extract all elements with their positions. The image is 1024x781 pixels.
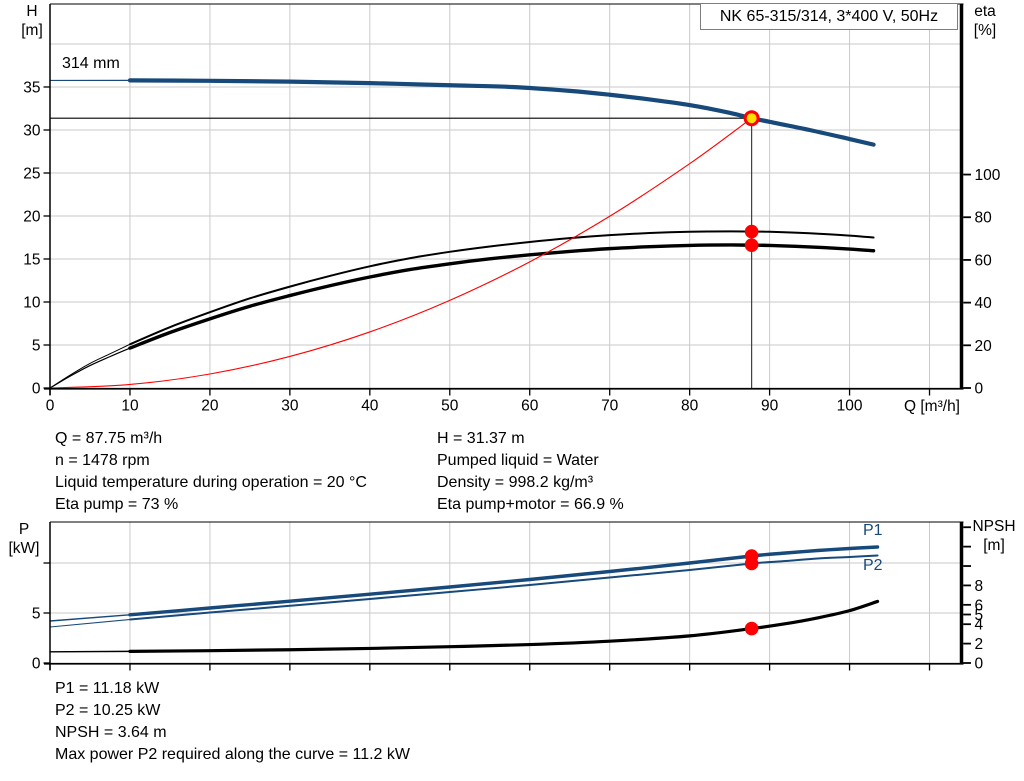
x-tick-label: 90	[761, 398, 779, 415]
x-tick-label: 0	[46, 398, 55, 415]
h-axis-title-line1: H	[26, 3, 38, 20]
left-tick-label: 25	[23, 165, 40, 182]
left-tick-label: 20	[23, 208, 41, 225]
h-axis-title: H [m]	[14, 2, 50, 40]
h-q-curve-314mm	[127, 78, 876, 147]
x-tick-label: 100	[837, 398, 863, 415]
duty-info-right: H = 31.37 m Pumped liquid = Water Densit…	[437, 428, 624, 516]
x-tick-label: 60	[521, 398, 539, 415]
eta-pump	[128, 230, 875, 346]
impeller-diameter-label: 314 mm	[62, 55, 120, 72]
eta-pump-motor-duty-marker	[744, 238, 759, 253]
x-tick-label: 30	[281, 398, 299, 415]
right-tick-label: 80	[975, 210, 993, 227]
npsh-axis-title-line1: NPSH	[972, 518, 1016, 535]
info-max-p2: Max power P2 required along the curve = …	[55, 746, 410, 763]
pump-title: NK 65-315/314, 3*400 V, 50Hz	[719, 8, 939, 25]
npsh-curve-duty-marker	[744, 621, 759, 636]
left-tick-label: 30	[23, 122, 41, 139]
q-axis-unit: Q [m³/h]	[904, 398, 960, 415]
eta-pump-motor-thin	[49, 347, 131, 389]
x-tick-label: 10	[121, 398, 139, 415]
info-n: n = 1478 rpm	[55, 452, 150, 469]
right-tick-label: 0	[975, 656, 984, 673]
p1-curve-thin	[49, 614, 131, 622]
left-tick-label: 0	[32, 381, 41, 398]
eta-pump-thin	[49, 343, 131, 389]
info-h: H = 31.37 m	[437, 430, 525, 447]
right-tick-label: 20	[975, 338, 993, 355]
eta-pump-duty-marker	[744, 224, 759, 239]
left-tick-label: 5	[32, 337, 41, 354]
info-liquid-temp: Liquid temperature during operation = 20…	[55, 474, 367, 491]
info-eta-pump: Eta pump = 73 %	[55, 496, 179, 513]
x-tick-label: 50	[441, 398, 459, 415]
right-tick-label: 4	[975, 617, 984, 634]
h-axis-title-line2: [m]	[21, 22, 43, 39]
p2-curve	[128, 554, 879, 621]
info-eta-pump-motor: Eta pump+motor = 66.9 %	[437, 496, 624, 513]
right-tick-label: 100	[975, 167, 1001, 184]
x-tick-label: 40	[361, 398, 379, 415]
eta-pump-motor	[128, 243, 876, 350]
p-axis-title-line2: [kW]	[8, 540, 40, 557]
right-tick-label: 2	[975, 636, 984, 653]
left-tick-label: 15	[23, 251, 40, 268]
eta-axis-title-line2: [%]	[973, 22, 997, 39]
power-info: P1 = 11.18 kW P2 = 10.25 kW NPSH = 3.64 …	[55, 678, 410, 766]
pump-title-box: NK 65-315/314, 3*400 V, 50Hz	[700, 3, 958, 30]
left-tick-label: 35	[23, 79, 40, 96]
right-tick-label: 6	[975, 597, 984, 614]
duty-point-marker	[743, 110, 760, 127]
p-axis-title-line1: P	[18, 521, 30, 538]
info-density: Density = 998.2 kg/m³	[437, 474, 594, 491]
info-pumped-liquid: Pumped liquid = Water	[437, 452, 599, 469]
x-tick-label: 20	[201, 398, 219, 415]
duty-info-left: Q = 87.75 m³/h n = 1478 rpm Liquid tempe…	[55, 428, 367, 516]
left-tick-label: 10	[23, 294, 41, 311]
left-tick-label: 5	[32, 606, 41, 623]
p1-curve-label: P1	[863, 522, 883, 539]
eta-axis-title: eta [%]	[964, 2, 1006, 40]
x-tick-label: 80	[681, 398, 699, 415]
npsh-curve	[128, 599, 880, 653]
right-tick-label: 8	[975, 578, 984, 595]
info-q: Q = 87.75 m³/h	[55, 430, 163, 447]
info-p2: P2 = 10.25 kW	[55, 702, 161, 719]
info-npsh: NPSH = 3.64 m	[55, 724, 167, 741]
p2-curve-label: P2	[863, 557, 883, 574]
system-curve	[49, 117, 753, 389]
left-tick-label: 0	[32, 656, 41, 673]
p1-curve	[128, 545, 880, 617]
npsh-axis-title: NPSH [m]	[964, 517, 1024, 555]
right-tick-label: 60	[975, 252, 993, 269]
info-p1: P1 = 11.18 kW	[55, 680, 160, 697]
x-tick-label: 70	[601, 398, 619, 415]
right-tick-label: 0	[975, 381, 984, 398]
p1-curve-duty-marker	[744, 549, 759, 563]
p-axis-title: P [kW]	[2, 520, 46, 558]
eta-axis-title-line1: eta	[974, 3, 996, 20]
right-tick-label: 40	[975, 295, 993, 312]
right-tick-label: 5	[975, 607, 984, 624]
p2-curve-thin	[49, 618, 131, 628]
npsh-axis-title-line2: [m]	[983, 537, 1005, 554]
